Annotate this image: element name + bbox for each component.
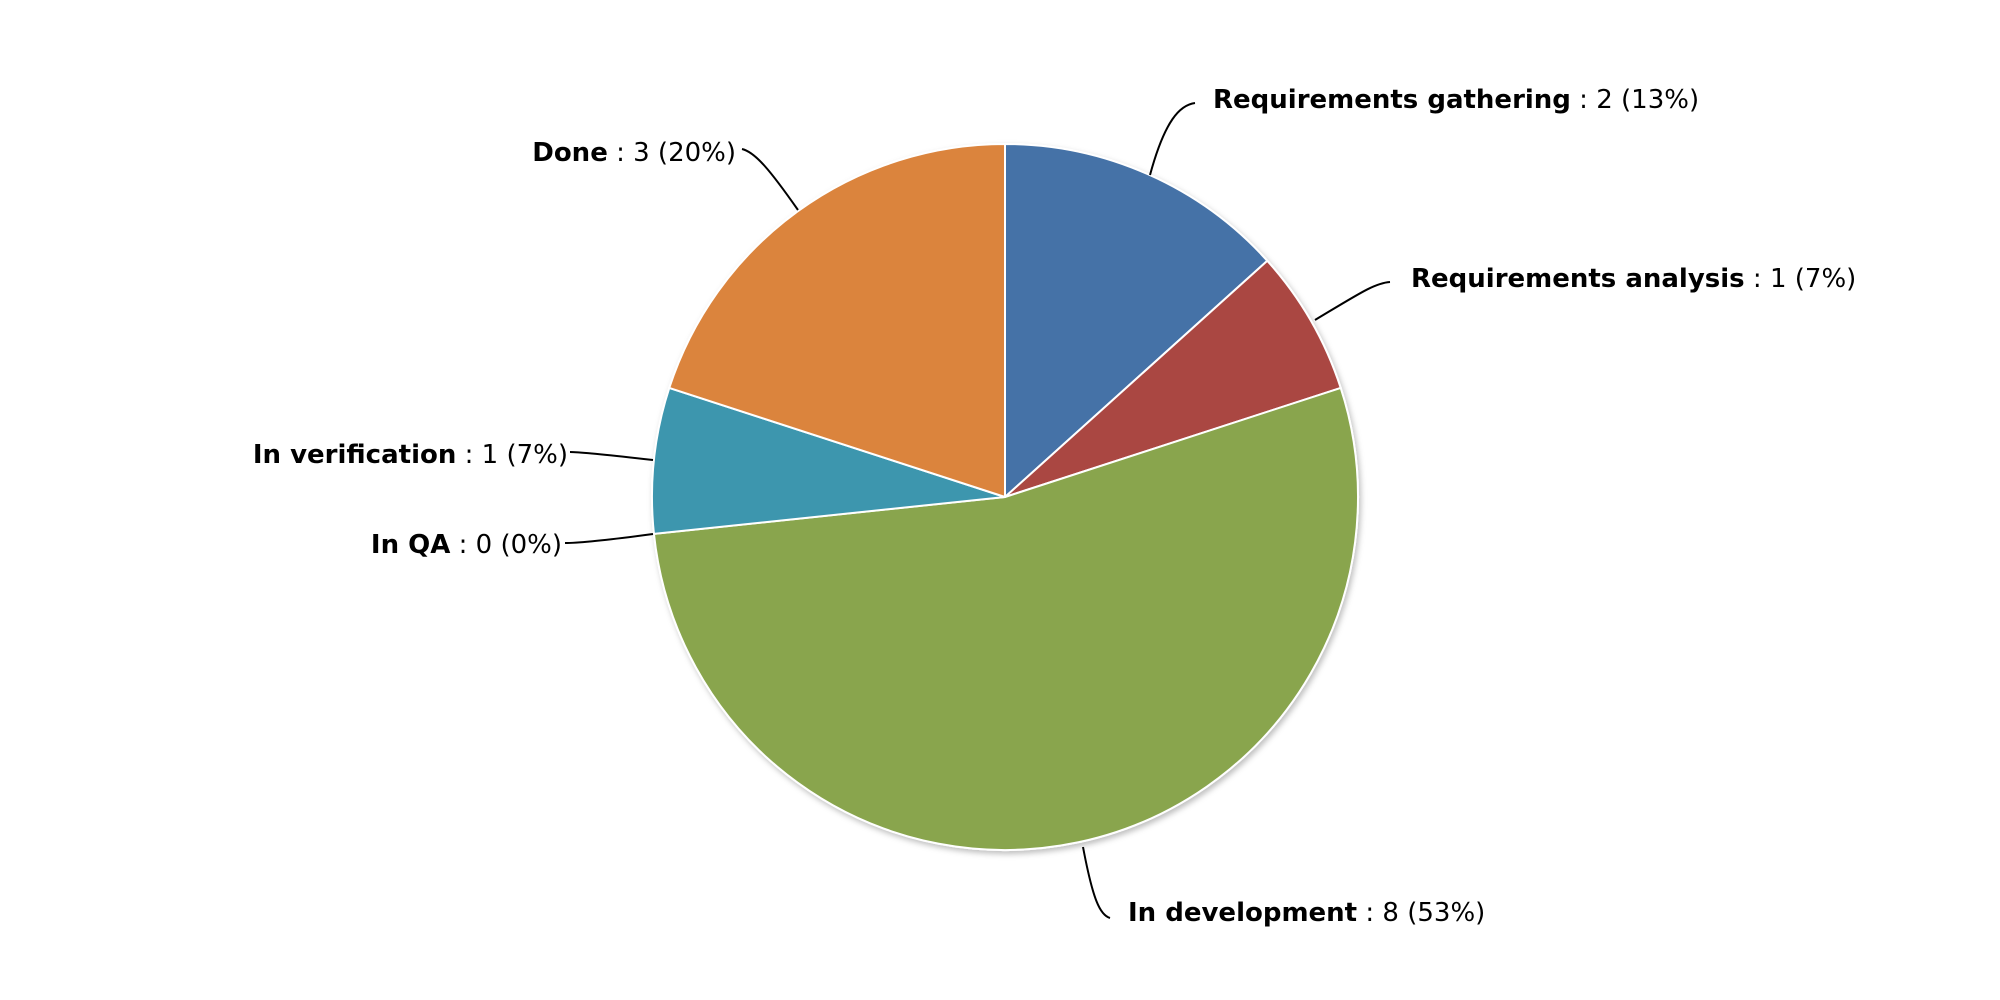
connector-in-verification: [569, 451, 654, 461]
pie-slice-in-development[interactable]: [652, 386, 1359, 851]
slice-label-requirements-analysis: Requirements analysis : 1 (7%): [1411, 264, 1856, 294]
slice-label-name: In development: [1128, 898, 1357, 928]
slice-label-name: In QA: [371, 530, 450, 560]
slice-label-in-verification: In verification : 1 (7%): [253, 440, 568, 470]
slice-label-name: Requirements analysis: [1411, 264, 1745, 294]
connector-in-development: [1082, 846, 1111, 919]
pie-slices: [651, 143, 1359, 851]
pie-slice-done[interactable]: [668, 143, 1006, 498]
slice-label-value: : 3 (20%): [608, 138, 736, 168]
slice-label-name: Done: [532, 138, 608, 168]
pie-slice-in-verification[interactable]: [651, 386, 1006, 535]
slice-label-name: In verification: [253, 440, 457, 470]
slice-label-value: : 0 (0%): [450, 530, 562, 560]
connector-done: [741, 148, 799, 211]
slice-label-value: : 1 (7%): [456, 440, 568, 470]
slice-label-value: : 2 (13%): [1571, 85, 1699, 115]
slice-labels: Requirements gathering : 2 (13%)Requirem…: [253, 85, 1856, 928]
connector-requirements-analysis: [1314, 281, 1391, 321]
slice-label-in-qa: In QA : 0 (0%): [371, 530, 562, 560]
slice-label-value: : 1 (7%): [1745, 264, 1857, 294]
pie-slice-requirements-gathering[interactable]: [1004, 143, 1269, 498]
pie-slice-requirements-analysis[interactable]: [1004, 259, 1342, 498]
label-connectors: [564, 102, 1391, 919]
connector-in-qa: [564, 533, 654, 544]
slice-label-done: Done : 3 (20%): [532, 138, 736, 168]
slice-label-requirements-gathering: Requirements gathering : 2 (13%): [1213, 85, 1699, 115]
slice-label-value: : 8 (53%): [1357, 898, 1485, 928]
connector-requirements-gathering: [1149, 102, 1196, 176]
slice-label-in-development: In development : 8 (53%): [1128, 898, 1485, 928]
slice-label-name: Requirements gathering: [1213, 85, 1571, 115]
